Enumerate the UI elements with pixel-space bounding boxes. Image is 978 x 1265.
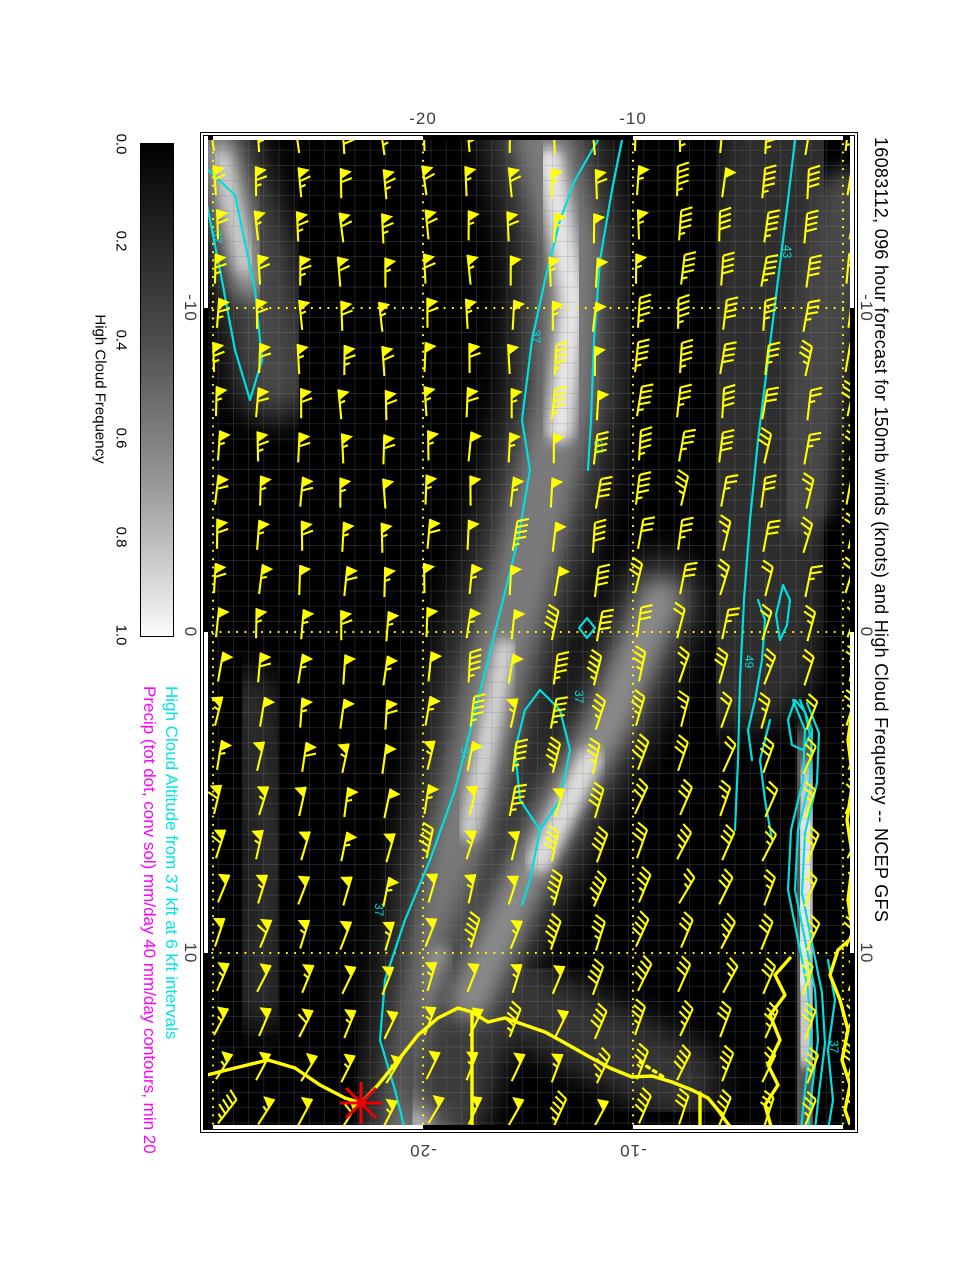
west-africa-coast — [203, 1006, 735, 1130]
chart-title: 16083112, 096 hour forecast for 150mb wi… — [871, 137, 891, 923]
contour-43-line — [733, 138, 797, 832]
contour-37-wedge — [203, 163, 264, 402]
map-outer-frame — [200, 132, 858, 1133]
coastal-contour-loop — [786, 698, 812, 752]
contour-diamond-marker — [577, 616, 597, 640]
axis-tick-right-3: 10 — [857, 942, 876, 964]
contour-49-loop — [774, 583, 792, 642]
coastal-contour-4 — [826, 958, 837, 1130]
colorbar-tick-1.0: 1.0 — [112, 624, 130, 646]
map-border — [203, 135, 855, 1130]
colorbar-title: High Cloud Frequency — [91, 314, 109, 464]
axis-tick-top-1: -20 — [409, 109, 437, 128]
coastal-contour-1 — [786, 698, 813, 1130]
colorbar-tick-0.8: 0.8 — [112, 526, 130, 548]
coastal-contour-branch — [758, 718, 774, 842]
coastal-contour-3 — [800, 701, 827, 1130]
axis-tick-bottom-1: -20 — [409, 1141, 437, 1160]
legend-cloud-altitude: High Cloud Altitude from 37 kft at 6 kft… — [162, 686, 181, 1040]
colorbar-tick-0.0: 0.0 — [112, 133, 130, 155]
axis-tick-bottom-2: -10 — [619, 1141, 647, 1160]
contour-label-37: 37 — [458, 747, 472, 761]
contour-label-37: 37 — [572, 690, 586, 704]
contour-label-37: 37 — [529, 330, 543, 344]
cloud-frequency-colorbar — [140, 143, 174, 637]
wind-barbs — [207, 135, 855, 1128]
axis-tick-left-3: 10 — [181, 942, 200, 964]
contour-label-37: 37 — [372, 903, 386, 917]
legend-precip: Precip (tot dot, conv sol) mm/day 40 mm/… — [140, 686, 159, 1154]
contour-37-east — [586, 138, 624, 472]
contour-37-loop-tail — [520, 828, 542, 907]
contour-label-37: 37 — [827, 1040, 841, 1054]
river-meander — [763, 956, 792, 1130]
contour-label-43: 43 — [780, 245, 794, 259]
colorbar-tick-0.6: 0.6 — [112, 427, 130, 449]
country-border-dashed — [638, 1060, 667, 1080]
storm-marker-asterisk — [340, 1082, 382, 1124]
colorbar-tick-0.4: 0.4 — [112, 329, 130, 351]
contour-label-49: 49 — [742, 655, 756, 669]
axis-tick-left-1: -10 — [181, 294, 200, 322]
lat-lon-dotted-gridlines — [203, 135, 855, 1130]
contour-49-line — [746, 598, 767, 762]
axis-tick-top-2: -10 — [619, 109, 647, 128]
axis-tick-left-2: 0 — [181, 626, 200, 638]
colorbar-tick-0.2: 0.2 — [112, 230, 130, 252]
forecast-map: 37 37 37 37 37 37 37 43 49 — [203, 135, 855, 1130]
